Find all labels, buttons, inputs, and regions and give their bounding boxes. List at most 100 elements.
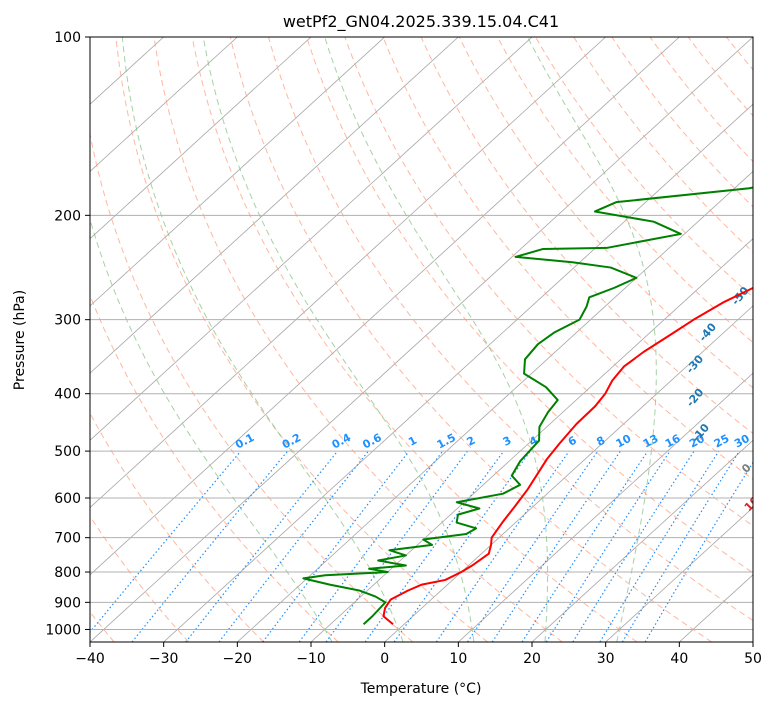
mixing-ratio-line [131, 450, 289, 642]
x-tick-label: −20 [223, 651, 253, 667]
mixing-ratio-line [644, 461, 753, 642]
dry-adiabat-line [191, 37, 638, 642]
mixing-ratio-label: 36 [753, 432, 773, 451]
mixing-ratio-line [185, 450, 339, 642]
isotherm-line [163, 103, 753, 642]
dry-adiabat-line [382, 37, 753, 481]
isotherm-line [752, 641, 753, 642]
sounding-profiles [302, 186, 753, 626]
isotherm-line [605, 507, 753, 642]
y-tick-label: 200 [54, 208, 81, 224]
dry-adiabat-line [344, 37, 753, 527]
mixing-ratio-label: 8 [594, 434, 607, 449]
y-tick-label: 100 [54, 30, 81, 46]
moist-adiabat-label: 40 [770, 582, 775, 602]
isotherm-line [237, 170, 753, 642]
mixing-ratio-line [572, 450, 695, 642]
isotherm-line [531, 439, 753, 642]
dry-adiabat-line [90, 293, 339, 642]
moist-adiabat-line [121, 37, 404, 642]
background-lines [90, 37, 775, 642]
plot-frame [89, 36, 754, 643]
dry-adiabat-label: -60 [753, 235, 775, 259]
moist-adiabat-label: 30 [756, 554, 775, 574]
mixing-ratio-line [491, 450, 621, 642]
mixing-ratio-label: 16 [663, 432, 683, 451]
x-tick-label: −10 [296, 651, 326, 667]
isotherm-line [458, 372, 753, 642]
pressure-gridlines [90, 37, 753, 630]
dry-adiabat-line [611, 37, 753, 208]
isotherm-line [90, 37, 238, 172]
mixing-ratio-line [621, 450, 740, 642]
isotherm-line [90, 37, 753, 642]
dry-adiabat-line [90, 131, 414, 642]
y-tick-label: 700 [54, 531, 81, 547]
dry-adiabat-label: -50 [729, 284, 752, 308]
y-tick-label: 1000 [45, 622, 81, 638]
dry-adiabat-line [420, 37, 753, 435]
mixing-ratio-label: 20 [687, 432, 707, 451]
x-tick-label: −30 [149, 651, 179, 667]
isotherm-line [384, 305, 753, 642]
dry-adiabat-line [496, 37, 753, 344]
x-tick-label: 20 [523, 651, 541, 667]
mixing-ratio-label: 10 [614, 432, 634, 451]
mixing-ratio-line [262, 450, 410, 642]
y-axis: 100 200 300 400 500 600 700 800 900 1000 [45, 30, 90, 638]
x-tick-label: 0 [380, 651, 389, 667]
dry-adiabat-line [573, 37, 753, 253]
dry-adiabat-label: -20 [684, 386, 707, 410]
dry-adiabat-line [153, 37, 563, 642]
mixing-ratio-line [545, 450, 671, 642]
y-tick-label: 300 [54, 313, 81, 329]
x-tick-label: 40 [670, 651, 688, 667]
mixing-ratio-line [218, 450, 369, 642]
isotherm-line [90, 37, 680, 576]
mixing-ratio-label: 0.4 [330, 431, 354, 452]
x-axis: −40 −30 −20 −10 0 10 20 30 40 50 [75, 642, 762, 667]
y-tick-label: 500 [54, 444, 81, 460]
moist-adiabat-line [324, 37, 549, 642]
temperature-profile-line [382, 286, 753, 626]
dewpoint-profile-line [302, 186, 753, 625]
moist-adiabat-line [202, 37, 475, 642]
mixing-ratio-label: 1.5 [435, 431, 458, 452]
mixing-ratio-label: 0.6 [360, 431, 384, 452]
dry-adiabat-line [268, 37, 753, 622]
dry-adiabat-line [115, 37, 488, 642]
moist-adiabat-label: 20 [752, 521, 772, 541]
mixing-ratio-label: 0.2 [280, 431, 303, 452]
mixing-ratio-label: 1 [406, 434, 419, 449]
moist-adiabat-label: 0 [739, 461, 754, 476]
isotherm-line [90, 37, 385, 307]
dry-adiabat-label: -30 [683, 352, 706, 376]
chart-title: wetPf2_GN04.2025.339.15.04.C41 [283, 12, 559, 32]
mixing-ratio-label: 2 [465, 434, 478, 449]
dry-adiabat-line [649, 37, 753, 163]
isotherm-line [90, 37, 606, 509]
moist-adiabat-line [90, 217, 333, 642]
y-tick-label: 400 [54, 387, 81, 403]
y-tick-label: 600 [54, 491, 81, 507]
dry-adiabat-line [725, 37, 753, 71]
dry-adiabat-line [458, 37, 753, 389]
mixing-ratio-line [435, 450, 570, 642]
mixing-ratio-line [467, 450, 599, 642]
isotherm-line [90, 37, 459, 374]
mixing-ratio-label: 25 [712, 432, 732, 451]
mixing-ratio-label: 0.1 [233, 431, 256, 452]
mixing-ratio-label: 13 [641, 432, 661, 451]
dry-adiabat-line [90, 515, 190, 642]
x-tick-label: 10 [449, 651, 467, 667]
isotherm-line [90, 37, 533, 441]
dry-adiabat-line [765, 37, 775, 642]
x-axis-title: Temperature (°C) [360, 681, 482, 697]
mixing-ratio-label: 3 [501, 434, 514, 449]
moist-adiabat-label: 10 [742, 494, 762, 514]
mixing-ratio-line [599, 450, 720, 642]
isotherm-line [90, 37, 312, 240]
isotherm-line [310, 238, 753, 642]
x-tick-label: 30 [597, 651, 615, 667]
